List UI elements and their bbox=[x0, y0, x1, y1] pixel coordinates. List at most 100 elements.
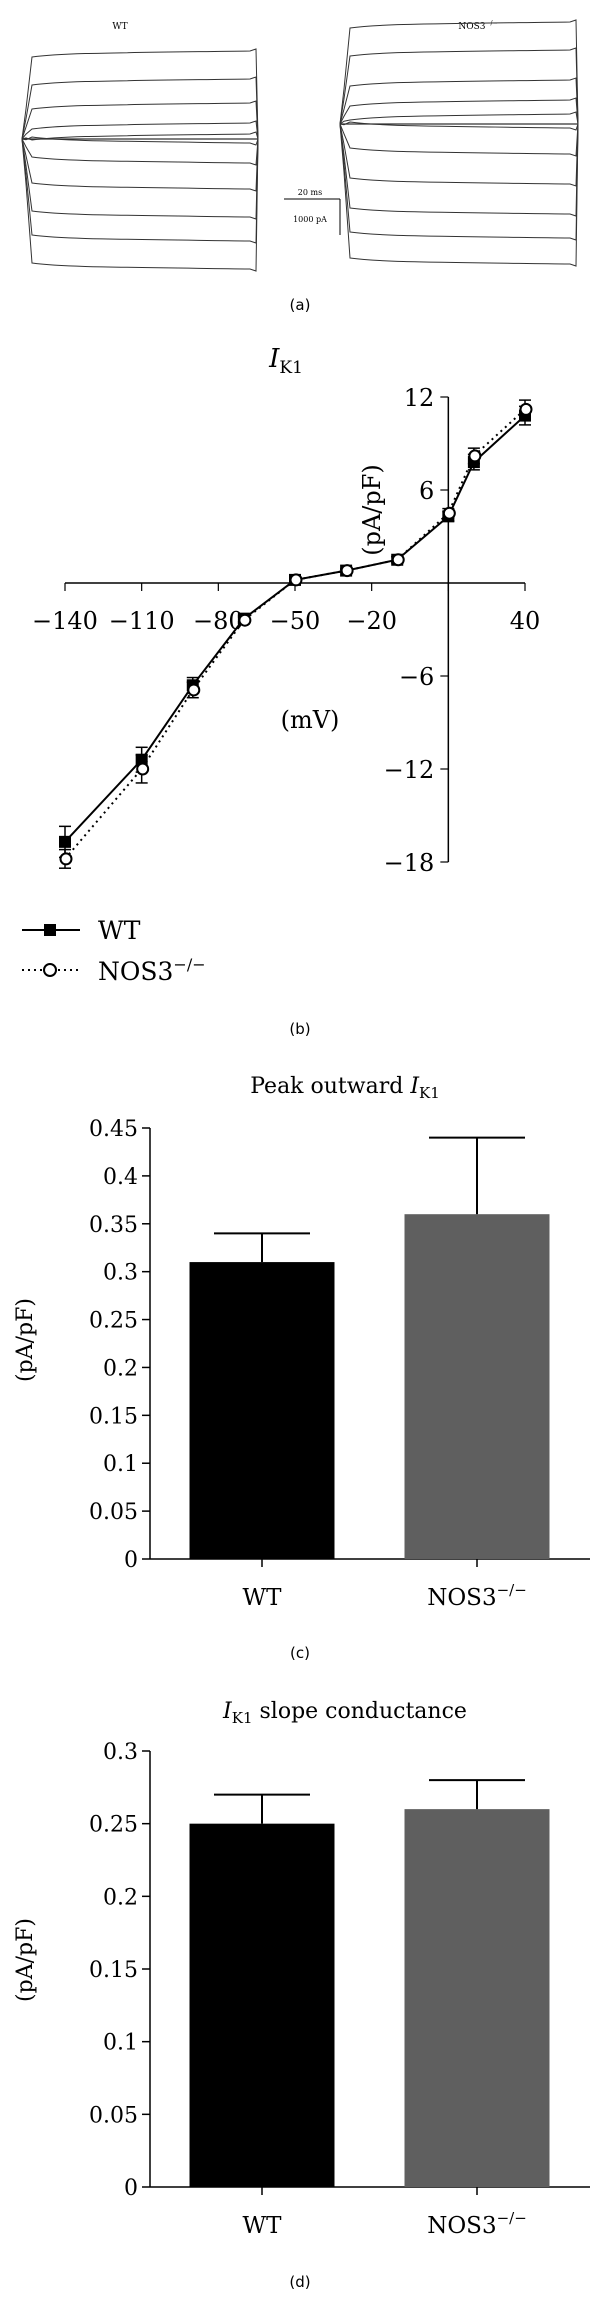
nos3-trace-8 bbox=[339, 123, 579, 217]
scale-bar: 20 ms 1000 pA bbox=[284, 188, 341, 235]
wt-trace-3 bbox=[21, 120, 259, 140]
slope-ylabel: (pA/pF) bbox=[13, 1918, 38, 2002]
iv-legend: WT NOS3−/− bbox=[22, 916, 206, 986]
peak-bar-1 bbox=[404, 1214, 550, 1559]
legend-nos3-label: NOS3−/− bbox=[98, 955, 206, 986]
wt-trace-4 bbox=[21, 131, 259, 141]
traces-left-label: WT bbox=[112, 22, 127, 32]
iv-y-tick-label: 12 bbox=[404, 384, 435, 412]
wt-trace-2 bbox=[21, 100, 259, 140]
peak-y-tick-label: 0.35 bbox=[89, 1213, 138, 1238]
iv-x-tick-label: −110 bbox=[109, 607, 175, 635]
panel-a-traces: WT NOS3−/− 20 ms 1000 pA (a) bbox=[21, 19, 579, 314]
nos3-trace-9 bbox=[339, 123, 579, 241]
iv-y-tick-label: −6 bbox=[399, 663, 434, 691]
wt-trace-7 bbox=[21, 138, 259, 192]
wt-trace-0 bbox=[21, 48, 259, 140]
peak-title: Peak outward IK1 bbox=[250, 1074, 440, 1102]
legend-item-wt: WT bbox=[22, 916, 141, 945]
peak-category-main-0: WT bbox=[243, 1585, 283, 1611]
slope-category-label-1: NOS3−/− bbox=[427, 2209, 527, 2239]
iv-point-nos3 bbox=[391, 553, 405, 567]
slope-title-sub: K1 bbox=[232, 1709, 253, 1727]
slope-title: IK1 slope conductance bbox=[222, 1699, 467, 1727]
iv-title-main: I bbox=[268, 344, 280, 374]
nos3-trace-5 bbox=[339, 121, 579, 131]
iv-y-tick-label: 6 bbox=[419, 477, 434, 505]
iv-point-nos3 bbox=[187, 683, 201, 697]
nos3-trace-3 bbox=[339, 97, 579, 125]
peak-chart: 0 0.05 0.1 0.15 0.2 0.25 0.3 0.35 0.4 0.45 WT NOS3−… bbox=[89, 1117, 590, 1611]
nos3-trace-1 bbox=[339, 47, 579, 125]
iv-x-tick-label: −140 bbox=[32, 607, 98, 635]
wt-trace-9 bbox=[21, 138, 259, 244]
iv-x-tick-label: −20 bbox=[346, 607, 397, 635]
peak-title-pre: Peak outward bbox=[250, 1074, 410, 1099]
peak-category-sup-1: −/− bbox=[497, 1581, 527, 1599]
nos3-trace-0 bbox=[339, 19, 579, 125]
legend-nos3-label-main: NOS3 bbox=[98, 957, 173, 986]
iv-xlabel: (mV) bbox=[281, 706, 340, 734]
slope-title-main: I bbox=[222, 1699, 233, 1724]
slope-y-tick-label: 0.1 bbox=[103, 2031, 138, 2056]
iv-title-sub: K1 bbox=[279, 358, 303, 378]
peak-y-tick-label: 0.25 bbox=[89, 1309, 138, 1334]
slope-category-sup-1: −/− bbox=[497, 2209, 527, 2227]
legend-wt-marker bbox=[44, 924, 56, 936]
nos3-trace-10 bbox=[339, 123, 579, 267]
traces-left-group bbox=[21, 48, 259, 272]
traces-right-label: NOS3−/− bbox=[458, 20, 497, 32]
panel-label-a: (a) bbox=[290, 296, 311, 314]
nos3-trace-2 bbox=[339, 77, 579, 125]
traces-right-label-main: NOS3 bbox=[458, 22, 485, 32]
iv-point-nos3 bbox=[442, 506, 456, 520]
peak-ylabel: (pA/pF) bbox=[13, 1298, 38, 1382]
slope-y-tick-label: 0.3 bbox=[103, 1740, 138, 1765]
iv-point-nos3 bbox=[468, 449, 482, 463]
panel-label-b: (b) bbox=[289, 1020, 310, 1038]
wt-trace-6 bbox=[21, 138, 259, 166]
peak-category-label-1: NOS3−/− bbox=[427, 1581, 527, 1611]
peak-y-tick-label: 0.45 bbox=[89, 1117, 138, 1142]
slope-category-label-0: WT bbox=[243, 2213, 283, 2239]
slope-category-main-0: WT bbox=[243, 2213, 283, 2239]
peak-category-main-1: NOS3 bbox=[427, 1585, 496, 1611]
wt-trace-1 bbox=[21, 76, 259, 140]
slope-bar-1 bbox=[404, 1809, 550, 2187]
peak-category-label-0: WT bbox=[243, 1585, 283, 1611]
slope-category-main-1: NOS3 bbox=[427, 2213, 496, 2239]
iv-x-tick-label: −50 bbox=[270, 607, 321, 635]
iv-ylabel: (pA/pF) bbox=[358, 464, 386, 556]
wt-trace-10 bbox=[21, 138, 259, 272]
peak-title-sub: K1 bbox=[419, 1084, 440, 1102]
traces-right-group bbox=[339, 19, 579, 267]
peak-y-tick-label: 0.3 bbox=[103, 1261, 138, 1286]
peak-y-tick-label: 0.4 bbox=[103, 1165, 138, 1190]
iv-series bbox=[59, 399, 533, 869]
panel-c-peak-outward: Peak outward IK1 00.050.10.150.20.250.30… bbox=[13, 1074, 590, 1662]
slope-y-tick-label: 0.15 bbox=[89, 1958, 138, 1983]
iv-axes: −140 −110 −80 −50 −20 40 12 6 −6 −12 −18 bbox=[32, 384, 540, 877]
iv-title: IK1 bbox=[268, 344, 303, 378]
peak-y-tick-label: 0.05 bbox=[89, 1500, 138, 1525]
iv-y-tick-label: −18 bbox=[384, 849, 435, 877]
nos3-trace-6 bbox=[339, 123, 579, 157]
iv-y-tick-label: −12 bbox=[384, 756, 435, 784]
slope-y-tick-label: 0.25 bbox=[89, 1813, 138, 1838]
slope-y-tick-label: 0.2 bbox=[103, 1885, 138, 1910]
iv-point-nos3 bbox=[59, 852, 73, 866]
slope-title-post: slope conductance bbox=[253, 1699, 467, 1724]
iv-series-line-0 bbox=[64, 414, 526, 843]
slope-bar-0 bbox=[189, 1823, 335, 2187]
scale-bar-current-label: 1000 pA bbox=[293, 215, 327, 224]
wt-trace-5 bbox=[21, 136, 259, 146]
iv-point-nos3 bbox=[136, 762, 150, 776]
peak-bar-0 bbox=[189, 1262, 335, 1559]
nos3-trace-4 bbox=[339, 111, 579, 125]
iv-point-wt bbox=[59, 835, 71, 848]
peak-y-tick-label: 0 bbox=[124, 1548, 138, 1573]
slope-y-tick-label: 0.05 bbox=[89, 2103, 138, 2128]
iv-point-nos3 bbox=[289, 573, 303, 587]
scale-bar-time-label: 20 ms bbox=[298, 188, 322, 197]
